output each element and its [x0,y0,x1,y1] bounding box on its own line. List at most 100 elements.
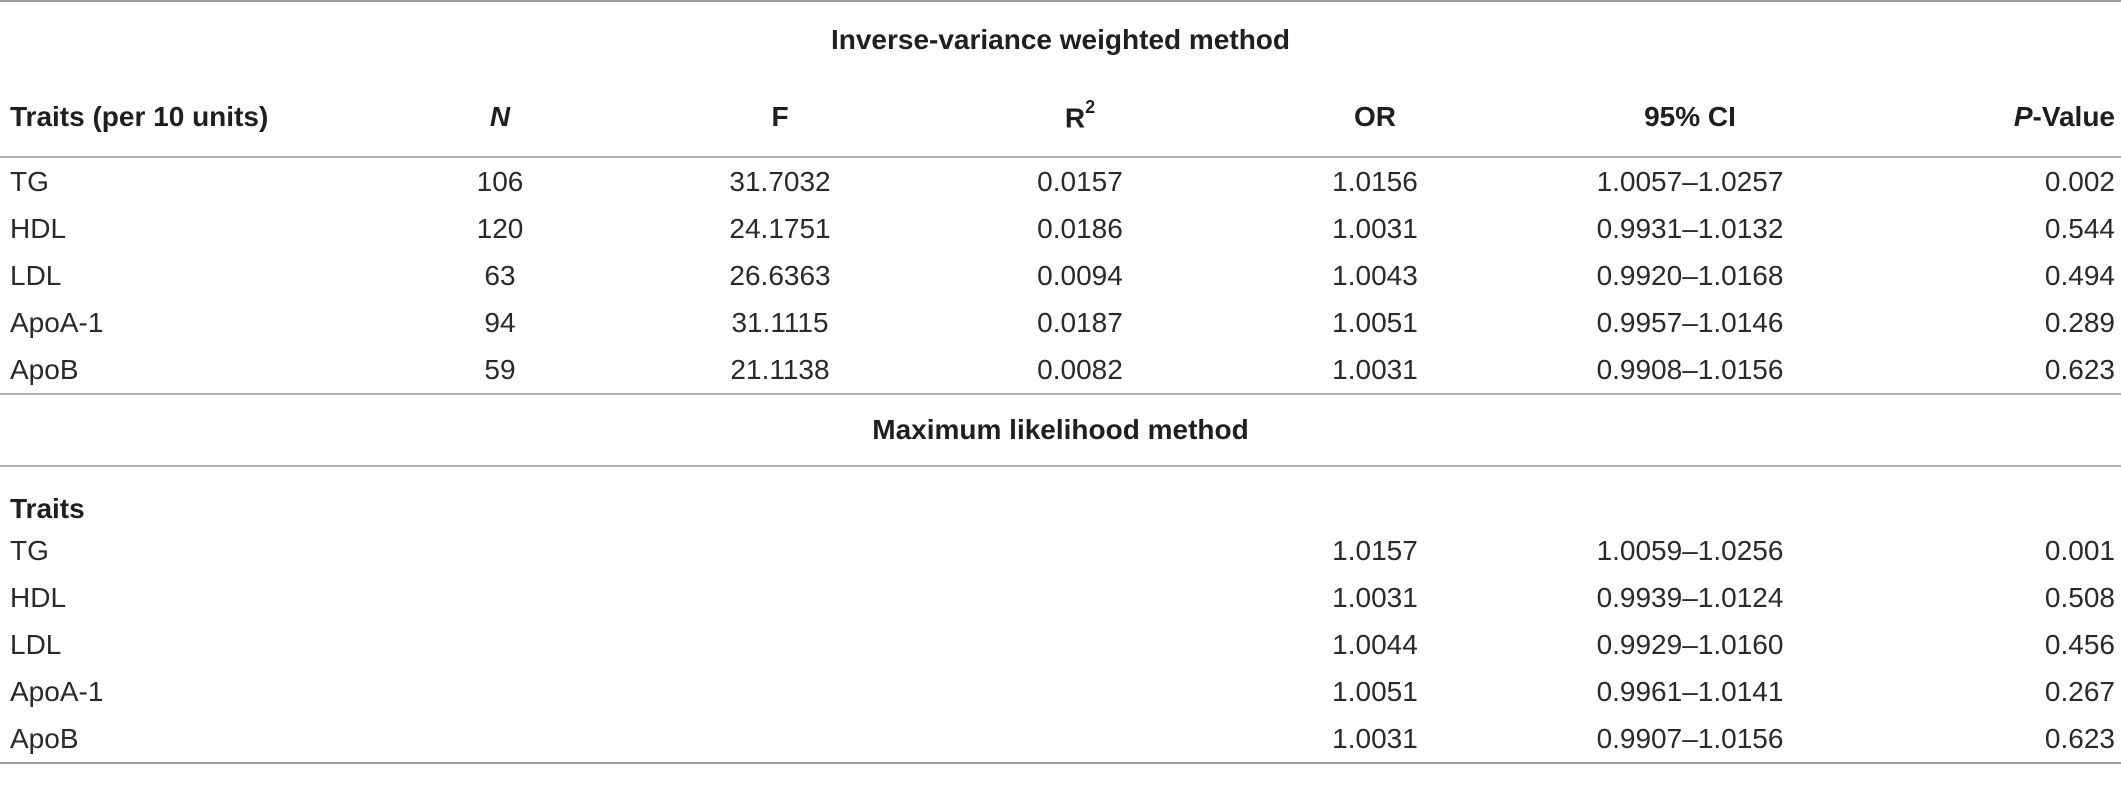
cell-p-value: 0.544 [2044,212,2115,244]
cell-p-value: 0.267 [2044,675,2115,707]
table-row: ApoA-1 94 31.1115 0.0187 1.0051 0.9957–1… [0,299,2121,346]
cell-trait: HDL [10,581,67,613]
header-n: N [370,78,630,157]
cell-n [370,621,630,668]
cell-ci: 0.9929–1.0160 [1596,628,1784,660]
subheader-traits: Traits [0,465,2121,527]
results-table-container: Inverse-variance weighted method Traits … [0,0,2121,764]
cell-trait: ApoB [10,353,79,385]
cell-f: 31.7032 [630,156,930,205]
cell-p-value: 0.494 [2044,259,2115,291]
cell-r2 [930,527,1230,574]
cell-ci: 0.9931–1.0132 [1596,212,1784,244]
cell-ci: 0.9907–1.0156 [1520,715,1860,764]
cell-ci: 1.0057–1.0257 [1520,156,1860,205]
cell-or: 1.0157 [1332,534,1418,566]
cell-n: 63 [484,259,516,291]
cell-or: 1.0051 [1332,675,1418,707]
header-f: F [771,101,789,132]
cell-ci: 0.9908–1.0156 [1596,353,1784,385]
table-row: TG 106 31.7032 0.0157 1.0156 1.0057–1.02… [0,156,2121,205]
cell-p-value: 0.456 [2044,628,2115,660]
cell-or: 1.0031 [1230,715,1520,764]
cell-trait: ApoB [0,715,370,764]
cell-or: 1.0031 [1332,581,1418,613]
cell-trait: HDL [10,212,67,244]
cell-p-value: 0.002 [1860,156,2121,205]
results-table: Inverse-variance weighted method Traits … [0,0,2121,764]
table-row: TG 1.0157 1.0059–1.0256 0.001 [0,527,2121,574]
cell-or: 1.0051 [1332,306,1418,338]
cell-trait: ApoA-1 [10,306,104,338]
cell-f: 31.1115 [731,306,829,338]
header-ci: 95% CI [1644,101,1736,132]
cell-trait: ApoA-1 [10,675,104,707]
cell-trait: TG [0,156,370,205]
cell-ci: 1.0059–1.0256 [1596,534,1784,566]
table-row: ApoB 59 21.1138 0.0082 1.0031 0.9908–1.0… [0,346,2121,394]
header-p-value: P-Value [1860,78,2121,157]
cell-r2 [930,574,1230,621]
cell-f [630,574,930,621]
cell-r2: 0.0157 [930,156,1230,205]
cell-ci: 0.9920–1.0168 [1596,259,1784,291]
cell-ci: 0.9939–1.0124 [1596,581,1784,613]
cell-r2 [930,668,1230,715]
cell-p-value: 0.623 [2044,353,2115,385]
header-r2-superscript: 2 [1085,96,1096,117]
cell-n [370,668,630,715]
header-or: OR [1354,101,1396,132]
table-row: ApoA-1 1.0051 0.9961–1.0141 0.267 [0,668,2121,715]
cell-trait: TG [10,534,49,566]
cell-or: 1.0156 [1230,156,1520,205]
cell-f [630,668,930,715]
cell-or: 1.0044 [1332,628,1418,660]
cell-or: 1.0031 [1332,212,1418,244]
header-r2-base: R [1064,102,1086,134]
cell-or: 1.0043 [1332,259,1418,291]
cell-f [630,527,930,574]
table-row: LDL 63 26.6363 0.0094 1.0043 0.9920–1.01… [0,252,2121,299]
cell-ci: 0.9957–1.0146 [1596,306,1784,338]
section-title-row-ivw: Inverse-variance weighted method [0,0,2121,78]
column-header-row: Traits (per 10 units) N F R2 OR 95% CI P… [0,78,2121,157]
header-traits: Traits (per 10 units) [10,101,269,132]
cell-n [370,574,630,621]
cell-r2 [930,715,1230,764]
table-row: ApoB 1.0031 0.9907–1.0156 0.623 [0,715,2121,764]
cell-trait: LDL [10,628,62,660]
table-row: HDL 120 24.1751 0.0186 1.0031 0.9931–1.0… [0,205,2121,252]
cell-r2: 0.0187 [1037,306,1123,338]
header-p-rest: -Value [2032,101,2115,132]
cell-n: 120 [476,212,524,244]
cell-f: 26.6363 [729,259,831,291]
table-row: LDL 1.0044 0.9929–1.0160 0.456 [0,621,2121,668]
table-row: HDL 1.0031 0.9939–1.0124 0.508 [0,574,2121,621]
header-p-italic: P [2013,101,2033,132]
cell-p-value: 0.623 [1860,715,2121,764]
header-n-label: N [489,101,511,132]
section-title-row-ml: Maximum likelihood method [0,393,2121,466]
cell-r2: 0.0082 [1037,353,1123,385]
cell-r2: 0.0186 [1037,212,1123,244]
cell-n [370,527,630,574]
cell-p-value: 0.289 [2044,306,2115,338]
cell-r2: 0.0094 [1037,259,1123,291]
cell-r2 [930,621,1230,668]
cell-ci: 0.9961–1.0141 [1596,675,1784,707]
header-r2: R2 [930,78,1230,157]
cell-p-value: 0.508 [2044,581,2115,613]
cell-f [630,715,930,764]
cell-f [630,621,930,668]
cell-n: 106 [370,156,630,205]
cell-n [370,715,630,764]
cell-n: 94 [484,306,516,338]
cell-or: 1.0031 [1332,353,1418,385]
cell-p-value: 0.001 [2044,534,2115,566]
cell-f: 24.1751 [729,212,831,244]
section-title-ml: Maximum likelihood method [0,393,2121,466]
section-title-ivw: Inverse-variance weighted method [0,0,2121,78]
subheader-row: Traits [0,465,2121,527]
cell-f: 21.1138 [730,353,830,385]
cell-n: 59 [484,353,516,385]
